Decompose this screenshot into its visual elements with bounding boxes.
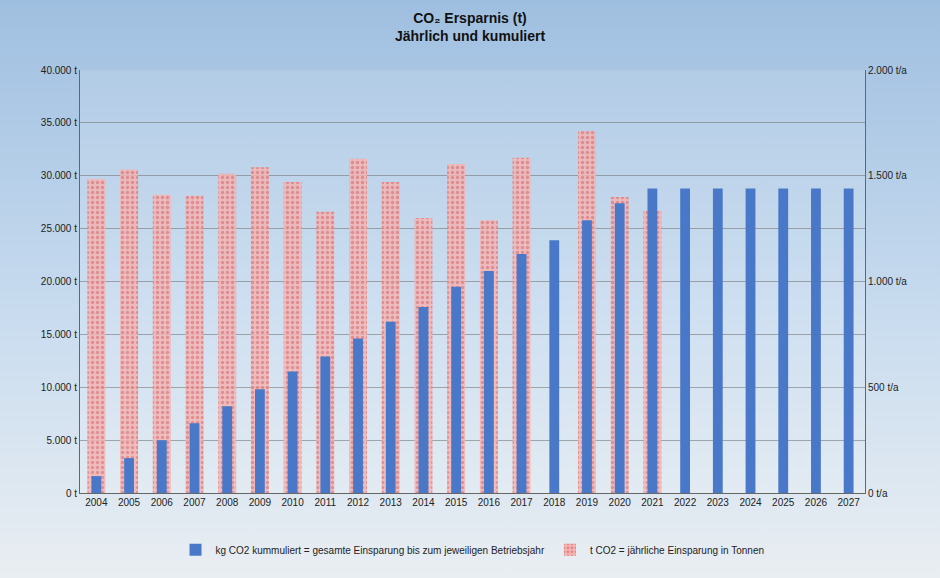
svg-text:40.000 t: 40.000 t [41, 65, 77, 76]
svg-text:25.000 t: 25.000 t [41, 223, 77, 234]
svg-text:2017: 2017 [510, 497, 533, 508]
svg-text:0 t: 0 t [66, 488, 77, 499]
svg-text:2004: 2004 [85, 497, 108, 508]
svg-text:kg CO2 kummuliert = gesamte Ei: kg CO2 kummuliert = gesamte Einsparung b… [216, 545, 545, 556]
svg-text:5.000 t: 5.000 t [46, 435, 77, 446]
svg-text:2013: 2013 [380, 497, 403, 508]
svg-text:2006: 2006 [151, 497, 174, 508]
svg-text:2026: 2026 [805, 497, 828, 508]
svg-text:1.000 t/a: 1.000 t/a [868, 276, 907, 287]
svg-text:1.500 t/a: 1.500 t/a [868, 170, 907, 181]
svg-text:2018: 2018 [543, 497, 566, 508]
svg-text:2009: 2009 [249, 497, 272, 508]
svg-text:t CO2 = jährliche Einsparung i: t CO2 = jährliche Einsparung in Tonnen [590, 545, 764, 556]
svg-text:CO₂ Ersparnis (t)Jährlich und: CO₂ Ersparnis (t)Jährlich und kumuliert [395, 10, 545, 44]
svg-text:500 t/a: 500 t/a [868, 382, 899, 393]
svg-text:2020: 2020 [609, 497, 632, 508]
svg-text:2021: 2021 [641, 497, 664, 508]
svg-text:2023: 2023 [707, 497, 730, 508]
svg-text:35.000 t: 35.000 t [41, 117, 77, 128]
svg-text:2011: 2011 [315, 497, 337, 508]
svg-text:2019: 2019 [576, 497, 599, 508]
svg-text:2008: 2008 [216, 497, 239, 508]
svg-text:2014: 2014 [412, 497, 435, 508]
svg-text:0 t/a: 0 t/a [868, 488, 888, 499]
svg-text:2024: 2024 [739, 497, 762, 508]
svg-text:20.000 t: 20.000 t [41, 276, 77, 287]
svg-text:10.000 t: 10.000 t [41, 382, 77, 393]
svg-text:2005: 2005 [118, 497, 141, 508]
svg-text:2015: 2015 [445, 497, 468, 508]
svg-text:2016: 2016 [478, 497, 501, 508]
svg-text:2010: 2010 [281, 497, 304, 508]
svg-text:2027: 2027 [838, 497, 861, 508]
svg-text:15.000 t: 15.000 t [41, 329, 77, 340]
svg-text:2.000 t/a: 2.000 t/a [868, 65, 907, 76]
svg-text:2007: 2007 [183, 497, 206, 508]
svg-text:30.000 t: 30.000 t [41, 170, 77, 181]
svg-text:2025: 2025 [772, 497, 795, 508]
svg-text:2022: 2022 [674, 497, 697, 508]
svg-text:2012: 2012 [347, 497, 370, 508]
